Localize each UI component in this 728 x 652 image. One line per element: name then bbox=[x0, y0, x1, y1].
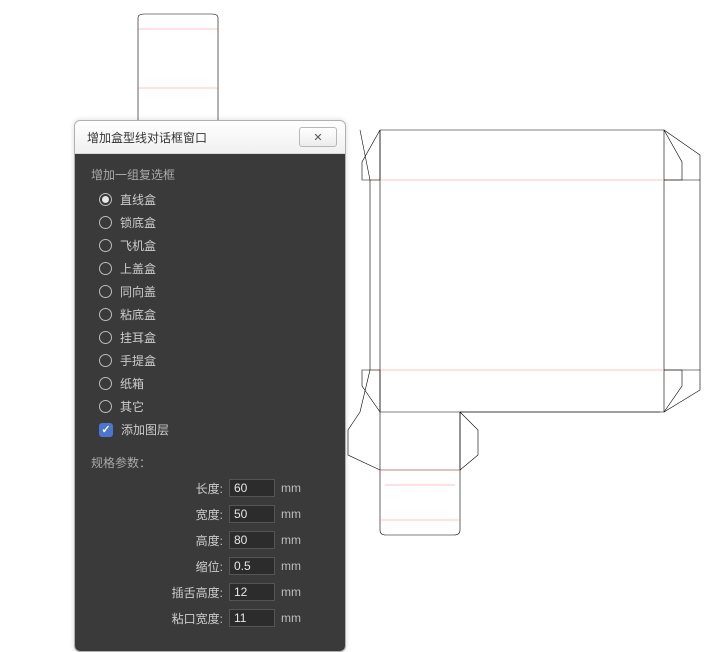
param-input[interactable] bbox=[229, 531, 275, 549]
option-label: 粘底盒 bbox=[120, 306, 156, 323]
param-row: 粘口宽度: mm bbox=[91, 609, 329, 627]
box-type-option[interactable]: 飞机盒 bbox=[99, 237, 329, 254]
add-layer-label: 添加图层 bbox=[121, 421, 169, 438]
dialog-title: 增加盒型线对话框窗口 bbox=[87, 129, 207, 146]
param-label: 宽度: bbox=[155, 506, 223, 523]
param-row: 宽度: mm bbox=[91, 505, 329, 523]
add-boxline-dialog: 增加盒型线对话框窗口 ✕ 增加一组复选框 直线盒锁底盒飞机盒上盖盒同向盖粘底盒挂… bbox=[74, 120, 346, 652]
box-type-option[interactable]: 锁底盒 bbox=[99, 214, 329, 231]
option-label: 上盖盒 bbox=[120, 260, 156, 277]
checkbox-icon: ✓ bbox=[99, 423, 113, 437]
radio-icon bbox=[99, 377, 112, 390]
box-type-option[interactable]: 挂耳盒 bbox=[99, 329, 329, 346]
option-label: 直线盒 bbox=[120, 191, 156, 208]
option-label: 挂耳盒 bbox=[120, 329, 156, 346]
box-type-option[interactable]: 同向盖 bbox=[99, 283, 329, 300]
param-label: 高度: bbox=[155, 532, 223, 549]
param-row: 缩位: mm bbox=[91, 557, 329, 575]
close-icon: ✕ bbox=[313, 131, 322, 144]
param-unit: mm bbox=[281, 559, 299, 573]
radio-icon bbox=[99, 331, 112, 344]
option-label: 其它 bbox=[120, 398, 144, 415]
add-layer-checkbox-row[interactable]: ✓ 添加图层 bbox=[99, 421, 329, 438]
radio-icon bbox=[99, 308, 112, 321]
box-type-option[interactable]: 粘底盒 bbox=[99, 306, 329, 323]
box-type-option[interactable]: 上盖盒 bbox=[99, 260, 329, 277]
box-type-option[interactable]: 手提盒 bbox=[99, 352, 329, 369]
option-label: 锁底盒 bbox=[120, 214, 156, 231]
option-label: 飞机盒 bbox=[120, 237, 156, 254]
param-row: 高度: mm bbox=[91, 531, 329, 549]
param-input[interactable] bbox=[229, 583, 275, 601]
param-label: 粘口宽度: bbox=[155, 610, 223, 627]
radio-icon bbox=[99, 354, 112, 367]
option-label: 手提盒 bbox=[120, 352, 156, 369]
radio-icon bbox=[99, 193, 112, 206]
param-row: 插舌高度: mm bbox=[91, 583, 329, 601]
group-label: 增加一组复选框 bbox=[91, 166, 329, 183]
option-label: 纸箱 bbox=[120, 375, 144, 392]
param-unit: mm bbox=[281, 533, 299, 547]
dialog-titlebar[interactable]: 增加盒型线对话框窗口 ✕ bbox=[75, 121, 345, 154]
dialog-body: 增加一组复选框 直线盒锁底盒飞机盒上盖盒同向盖粘底盒挂耳盒手提盒纸箱其它 ✓ 添… bbox=[75, 154, 345, 651]
param-input[interactable] bbox=[229, 479, 275, 497]
radio-icon bbox=[99, 285, 112, 298]
param-label: 插舌高度: bbox=[155, 584, 223, 601]
param-unit: mm bbox=[281, 611, 299, 625]
param-input[interactable] bbox=[229, 505, 275, 523]
param-input[interactable] bbox=[229, 609, 275, 627]
radio-icon bbox=[99, 262, 112, 275]
param-unit: mm bbox=[281, 585, 299, 599]
params-label: 规格参数： bbox=[91, 454, 329, 471]
radio-icon bbox=[99, 400, 112, 413]
param-row: 长度: mm bbox=[91, 479, 329, 497]
radio-icon bbox=[99, 216, 112, 229]
param-unit: mm bbox=[281, 481, 299, 495]
close-button[interactable]: ✕ bbox=[299, 127, 337, 147]
param-label: 缩位: bbox=[155, 558, 223, 575]
option-label: 同向盖 bbox=[120, 283, 156, 300]
box-type-option[interactable]: 直线盒 bbox=[99, 191, 329, 208]
param-input[interactable] bbox=[229, 557, 275, 575]
radio-icon bbox=[99, 239, 112, 252]
param-unit: mm bbox=[281, 507, 299, 521]
param-label: 长度: bbox=[155, 480, 223, 497]
box-type-option[interactable]: 纸箱 bbox=[99, 375, 329, 392]
box-type-option[interactable]: 其它 bbox=[99, 398, 329, 415]
